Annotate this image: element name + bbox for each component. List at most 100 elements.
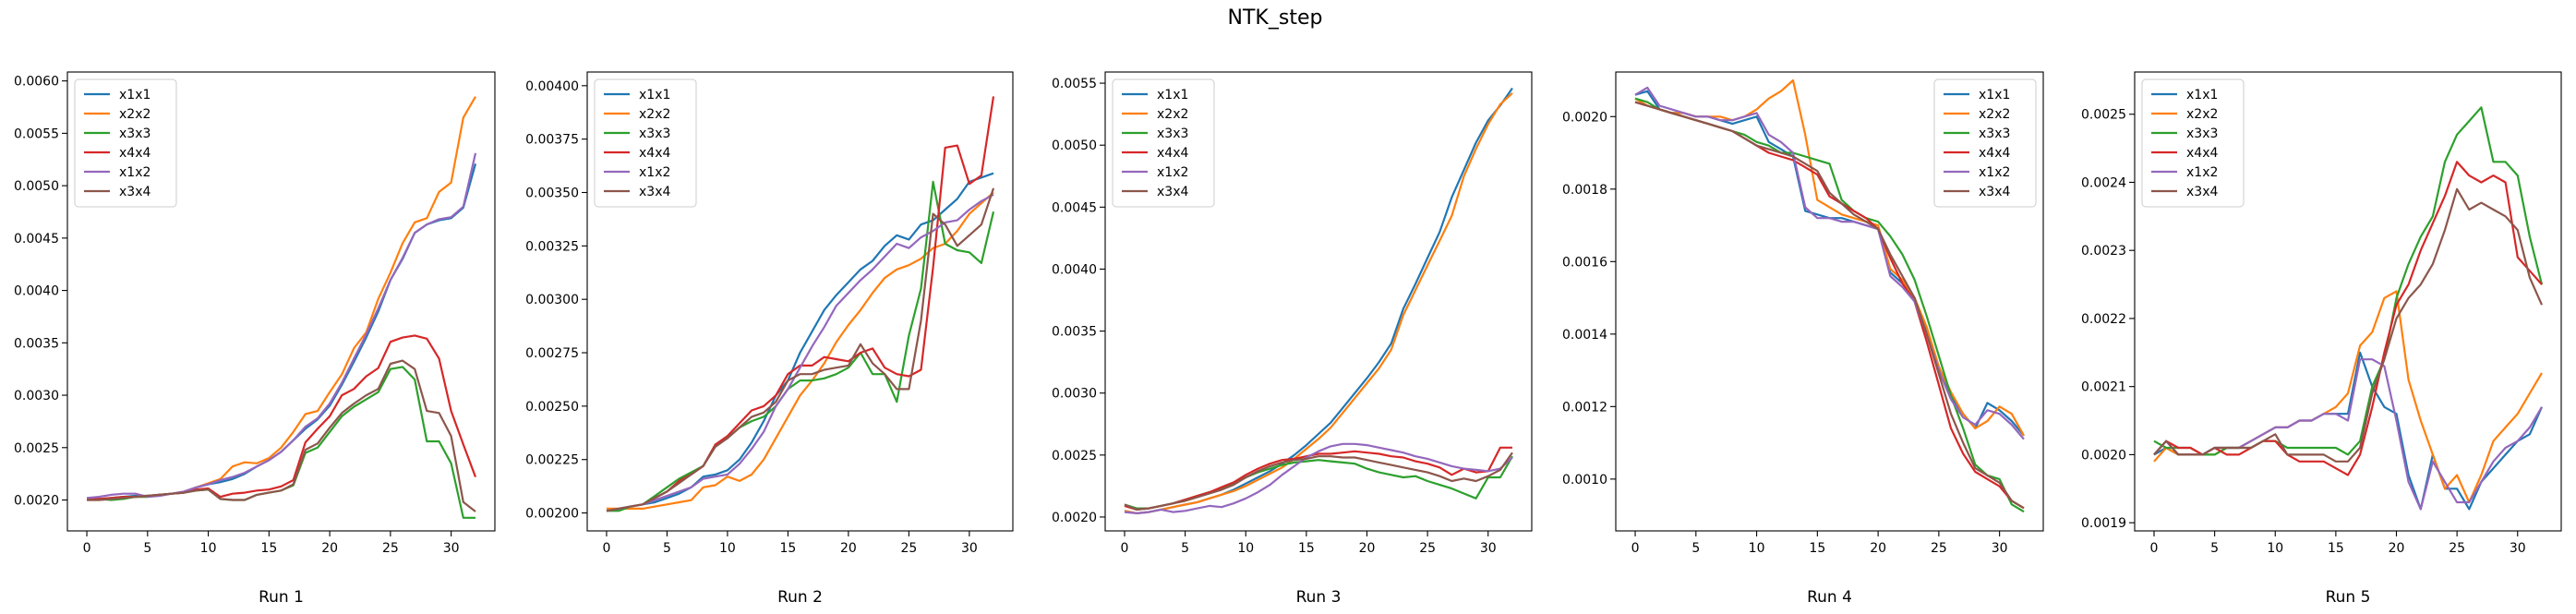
x-tick-label: 30 xyxy=(961,541,978,556)
y-tick-label: 0.0016 xyxy=(1562,255,1607,270)
series-line-x1x2 xyxy=(2153,358,2543,511)
plot-area xyxy=(86,96,477,519)
series-line-x4x4 xyxy=(1124,446,1512,512)
x-tick-label: 30 xyxy=(2510,541,2526,556)
y-tick-label: 0.0025 xyxy=(2081,108,2126,123)
y-tick-label: 0.0045 xyxy=(14,232,59,247)
legend-label-x4x4: x4x4 xyxy=(639,146,670,161)
series-line-x1x1 xyxy=(606,172,994,512)
axes-frame xyxy=(66,71,496,532)
series-line-x1x1 xyxy=(2153,351,2544,511)
axes-frame xyxy=(586,71,1014,532)
series-line-x3x4 xyxy=(87,359,476,512)
y-tick-label: 0.0024 xyxy=(2081,175,2126,190)
legend-label-x4x4: x4x4 xyxy=(1979,146,2010,161)
x-tick-label: 0 xyxy=(602,541,610,556)
legend-label-x1x2: x1x2 xyxy=(639,165,670,180)
subplot-run-2: 0 5 10 15 20 25 30 0.00200 0.00225 0.00250 0.00275… xyxy=(525,71,1014,607)
x-tick-label: 25 xyxy=(2449,541,2465,556)
legend-label-x3x4: x3x4 xyxy=(1979,185,2010,199)
subplot-run-1: 0 5 10 15 20 25 30 0.0020 0.0025 0.0030 0.0035 0.00… xyxy=(14,71,496,607)
y-tick-label: 0.0055 xyxy=(14,126,59,141)
legend-label-x4x4: x4x4 xyxy=(1157,146,1188,161)
y-tick-label: 0.0050 xyxy=(1052,138,1097,153)
legend-label-x2x2: x2x2 xyxy=(1157,107,1188,122)
y-tick-label: 0.0012 xyxy=(1562,400,1607,415)
x-tick-label: 5 xyxy=(143,541,151,556)
x-tick-label: 20 xyxy=(321,541,338,556)
legend-label-x3x3: x3x3 xyxy=(119,126,150,141)
y-tick-label: 0.0020 xyxy=(1052,511,1097,525)
y-tick-label: 0.00250 xyxy=(525,400,579,415)
legend-label-x3x3: x3x3 xyxy=(639,126,670,141)
legend: x1x1 x2x2 x3x3 x4x4 x1x2 x3x4 xyxy=(1933,78,2037,208)
legend-box xyxy=(1112,78,1215,208)
y-tick-label: 0.00225 xyxy=(525,453,579,468)
x-tick-label: 10 xyxy=(1749,541,1765,556)
x-tick-label: 15 xyxy=(779,541,796,556)
series-line-x2x2 xyxy=(2153,290,2543,504)
y-tick-label: 0.0025 xyxy=(1052,449,1097,464)
y-tick-label: 0.0035 xyxy=(14,336,59,351)
y-tick-label: 0.0018 xyxy=(1562,183,1607,198)
axes-frame xyxy=(1615,71,2044,532)
y-tick-label: 0.00325 xyxy=(525,239,579,254)
series-line-x1x2 xyxy=(1634,86,2025,440)
legend: x1x1 x2x2 x3x3 x4x4 x1x2 x3x4 xyxy=(2141,78,2245,208)
y-tick-label: 0.00400 xyxy=(525,79,579,94)
y-tick-label: 0.0020 xyxy=(2081,448,2126,463)
y-tick-label: 0.0022 xyxy=(2081,312,2126,327)
y-tick-label: 0.0040 xyxy=(1052,262,1097,277)
x-tick-label: 0 xyxy=(1631,541,1640,556)
y-tick-label: 0.00275 xyxy=(525,346,579,361)
x-tick-label: 20 xyxy=(840,541,857,556)
y-tick-label: 0.0045 xyxy=(1052,200,1097,215)
y-tick-label: 0.00375 xyxy=(525,133,579,148)
figure-title: NTK_step xyxy=(1228,6,1323,30)
plot-area xyxy=(606,96,995,512)
x-tick-label: 25 xyxy=(382,541,399,556)
subplot-run-4: 0 5 10 15 20 25 30 0.0010 0.0012 0.0014 0.0016 0.00… xyxy=(1562,71,2044,607)
x-tick-label: 30 xyxy=(1480,541,1497,556)
plot-area xyxy=(1634,78,2025,513)
y-tick-label: 0.0050 xyxy=(14,179,59,194)
x-tick-label: 20 xyxy=(1359,541,1376,556)
subplot-run-3: 0 5 10 15 20 25 30 0.0020 0.0025 0.0030 0.0035 0.00… xyxy=(1052,71,1533,607)
legend: x1x1 x2x2 x3x3 x4x4 x1x2 x3x4 xyxy=(1112,78,1215,208)
x-tick-label: 5 xyxy=(663,541,671,556)
legend-label-x3x3: x3x3 xyxy=(2186,126,2218,141)
x-tick-label: 10 xyxy=(2267,541,2283,556)
legend-label-x3x4: x3x4 xyxy=(119,185,150,199)
x-tick-label: 0 xyxy=(2150,541,2159,556)
x-tick-label: 0 xyxy=(1121,541,1129,556)
y-tick-label: 0.00300 xyxy=(525,293,579,307)
legend-label-x4x4: x4x4 xyxy=(119,146,150,161)
legend-box xyxy=(2141,78,2245,208)
x-axis-label: Run 3 xyxy=(1296,588,1342,607)
axes-frame xyxy=(2134,71,2562,532)
legend-label-x3x4: x3x4 xyxy=(639,185,670,199)
legend-label-x1x1: x1x1 xyxy=(119,88,150,102)
y-tick-label: 0.0060 xyxy=(14,75,59,90)
x-tick-label: 30 xyxy=(1992,541,2008,556)
x-axis-label: Run 4 xyxy=(1807,588,1852,607)
legend-label-x3x3: x3x3 xyxy=(1157,126,1188,141)
subplot-grid: 0 5 10 15 20 25 30 0.0020 0.0025 0.0030 0.0035 0.00… xyxy=(14,71,2562,607)
legend-label-x2x2: x2x2 xyxy=(639,107,670,122)
legend: x1x1 x2x2 x3x3 x4x4 x1x2 x3x4 xyxy=(594,78,697,208)
legend-box xyxy=(594,78,697,208)
y-tick-label: 0.0030 xyxy=(1052,387,1097,402)
subplot-run-5: 0 5 10 15 20 25 30 0.0019 0.0020 0.0021 0.0022 0.00… xyxy=(2081,71,2562,607)
legend-label-x4x4: x4x4 xyxy=(2186,146,2218,161)
x-axis-label: Run 2 xyxy=(777,588,823,607)
legend-label-x1x2: x1x2 xyxy=(119,165,150,180)
y-tick-label: 0.0020 xyxy=(14,494,59,509)
y-tick-label: 0.0014 xyxy=(1562,328,1607,343)
y-tick-label: 0.0040 xyxy=(14,284,59,299)
y-tick-label: 0.0021 xyxy=(2081,380,2126,395)
y-tick-label: 0.00350 xyxy=(525,186,579,200)
series-line-x3x4 xyxy=(606,187,995,512)
series-line-x3x3 xyxy=(607,180,995,512)
y-tick-label: 0.0030 xyxy=(14,389,59,403)
